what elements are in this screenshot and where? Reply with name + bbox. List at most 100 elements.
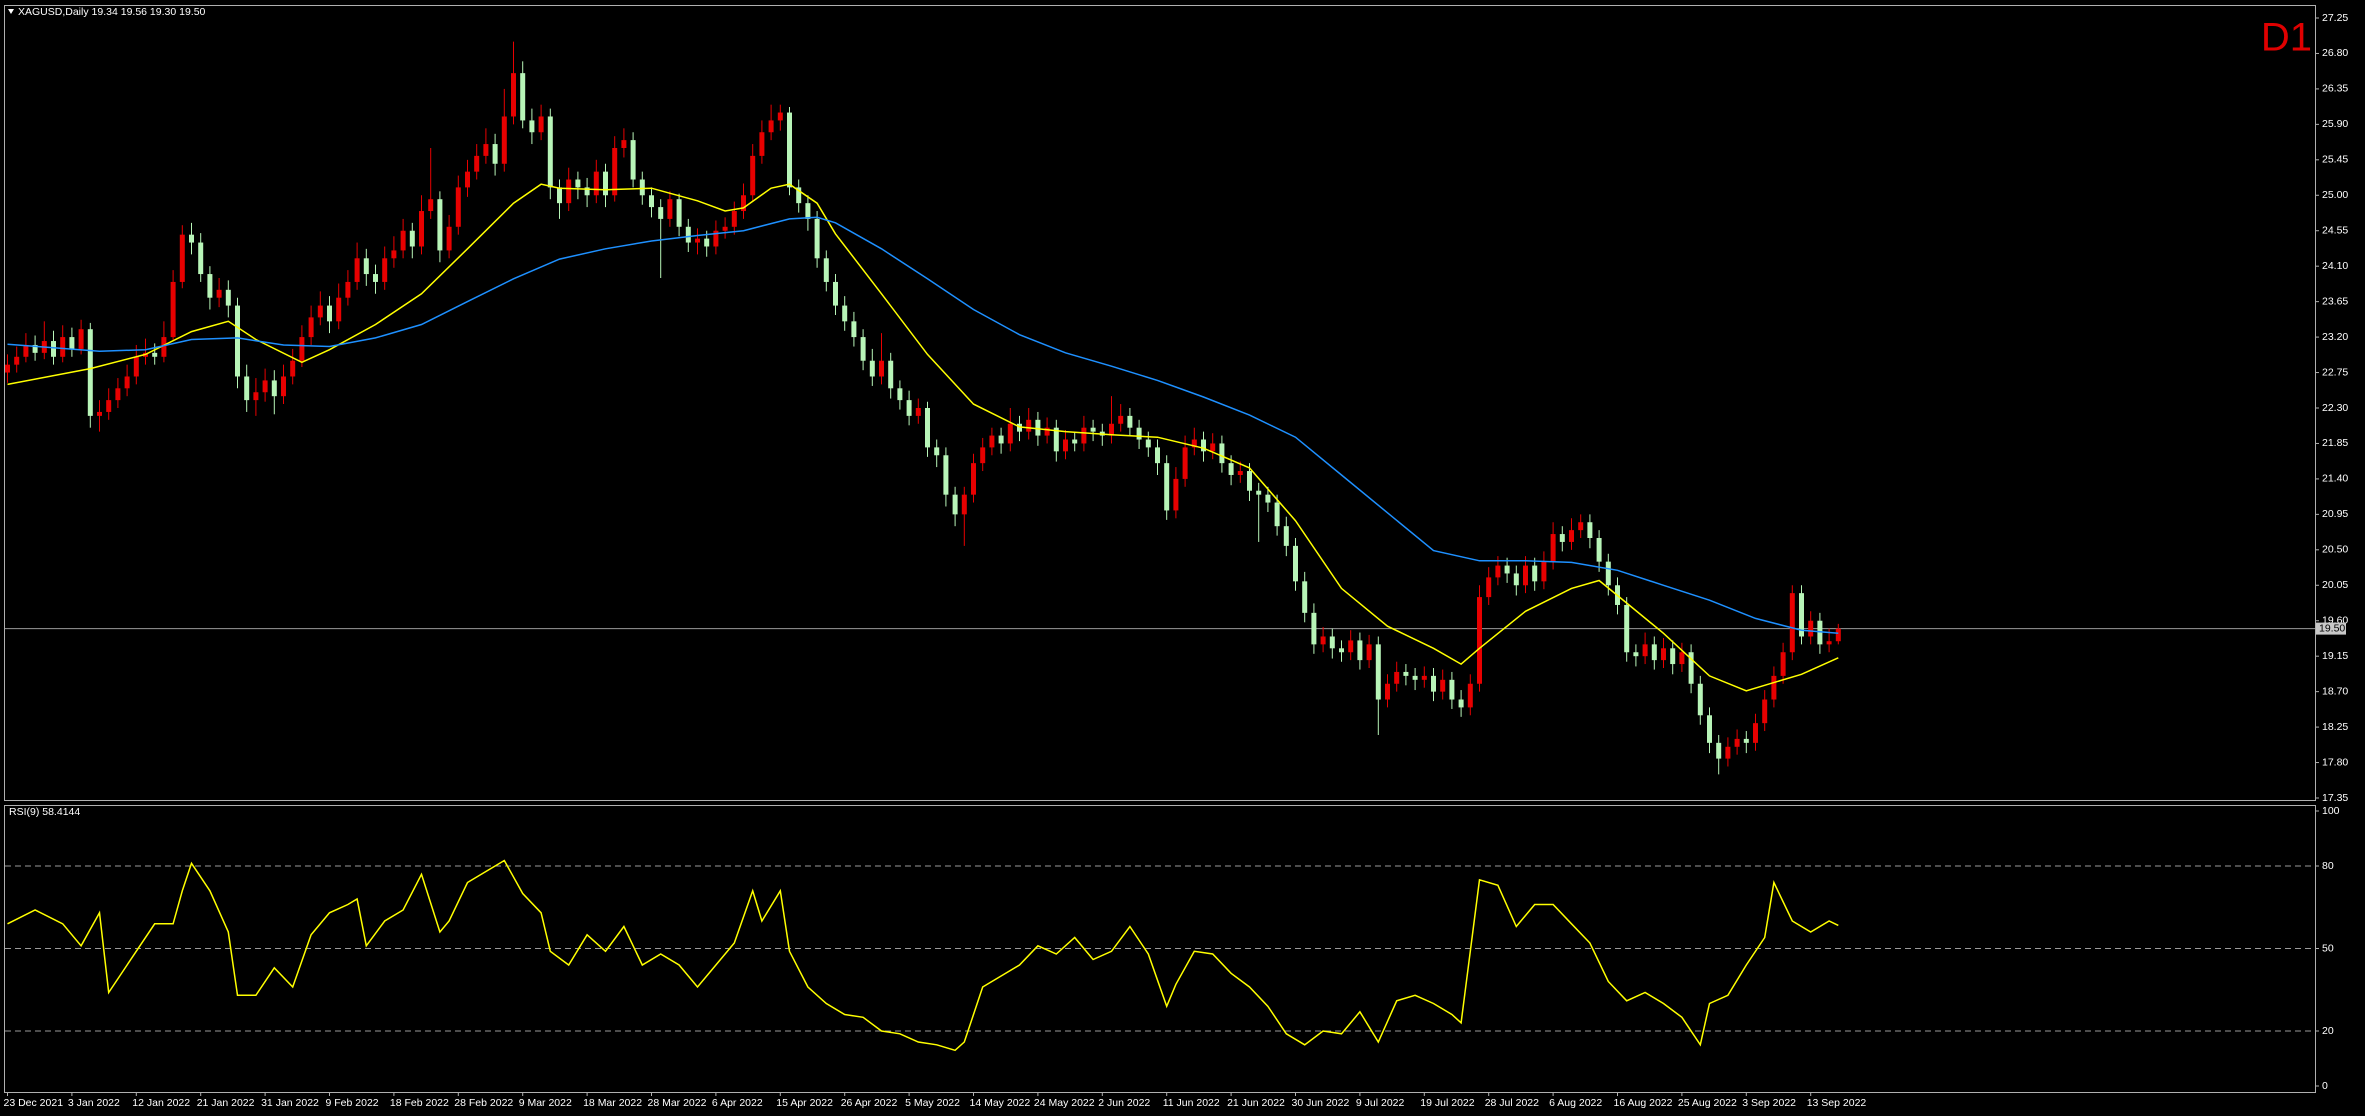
candle-body: [1339, 648, 1344, 653]
candle-body: [1688, 652, 1694, 684]
candle-body: [639, 179, 645, 196]
y-tick-label: 26.35: [2322, 83, 2348, 95]
candle-body: [345, 281, 351, 298]
candle-body: [1707, 715, 1712, 743]
candle-body: [1780, 652, 1786, 676]
candle-body: [106, 400, 112, 412]
candle-body: [1826, 641, 1832, 645]
candle-body: [419, 211, 424, 247]
candle-body: [1762, 699, 1768, 724]
candle-body: [805, 203, 811, 219]
candle-body: [152, 352, 158, 357]
candle-body: [593, 171, 599, 196]
candle-body: [971, 463, 976, 495]
candle-body: [1412, 675, 1418, 680]
candle-body: [1679, 652, 1685, 665]
y-tick-label: 0: [2322, 1080, 2328, 1092]
x-tick-label: 2 Jun 2022: [1098, 1097, 1150, 1109]
menu-arrow[interactable]: [8, 9, 14, 14]
candle-body: [336, 297, 342, 322]
candle-body: [400, 230, 406, 251]
candle-body: [1651, 644, 1657, 661]
candle-body: [777, 112, 783, 121]
candle-body: [363, 258, 369, 275]
candle-body: [842, 305, 848, 322]
y-tick-label: 23.65: [2322, 295, 2348, 307]
x-tick-label: 21 Jun 2022: [1227, 1097, 1285, 1109]
candle-body: [667, 199, 673, 219]
candle-body: [1247, 471, 1252, 491]
candle-body: [391, 250, 397, 259]
candle-body: [1228, 463, 1234, 475]
candle-body: [1559, 534, 1565, 542]
candle-body: [575, 179, 581, 188]
candle-body: [1513, 573, 1519, 586]
candle-body: [1734, 738, 1740, 747]
candle-body: [538, 116, 544, 133]
y-tick-label: 24.55: [2322, 225, 2348, 237]
y-tick-label: 21.40: [2322, 473, 2348, 485]
candle-body: [906, 400, 912, 416]
candle-body: [1753, 723, 1758, 743]
candle-body: [455, 187, 461, 227]
candle-body: [1458, 699, 1464, 708]
candle-body: [189, 234, 194, 243]
candle-body: [1587, 522, 1593, 538]
y-tick-label: 24.10: [2322, 260, 2348, 272]
candle-body: [1302, 581, 1308, 613]
y-tick-label: 25.00: [2322, 189, 2348, 201]
candle-body: [934, 447, 940, 456]
x-tick-label: 23 Dec 2021: [4, 1097, 64, 1109]
candle-body: [32, 344, 38, 353]
candle-body: [170, 281, 176, 338]
candle-body: [952, 494, 958, 515]
candle-body: [1486, 577, 1492, 598]
y-tick-label: 25.90: [2322, 118, 2348, 130]
candle-body: [124, 376, 130, 389]
candle-body: [869, 360, 875, 377]
candle-body: [1523, 565, 1528, 586]
candle-body: [1219, 443, 1225, 464]
candle-body: [557, 187, 562, 204]
candle-body: [1670, 648, 1676, 665]
x-tick-label: 19 Jul 2022: [1420, 1097, 1474, 1109]
x-tick-label: 13 Sep 2022: [1807, 1097, 1867, 1109]
x-tick-label: 26 Apr 2022: [841, 1097, 898, 1109]
candle-body: [1421, 675, 1427, 680]
candle-body: [1817, 620, 1823, 645]
x-tick-label: 25 Aug 2022: [1678, 1097, 1737, 1109]
candle-body: [713, 230, 719, 247]
candle-body: [327, 305, 332, 322]
candle-body: [925, 408, 930, 448]
y-tick-label: 23.20: [2322, 331, 2348, 343]
candle-body: [759, 132, 765, 156]
candle-body: [695, 238, 700, 243]
x-tick-label: 9 Jul 2022: [1356, 1097, 1405, 1109]
candle-body: [216, 289, 222, 298]
candle-body: [492, 144, 498, 164]
x-tick-label: 28 Feb 2022: [454, 1097, 513, 1109]
candle-body: [529, 120, 535, 133]
chart-header: XAGUSD,Daily 19.34 19.56 19.30 19.50: [18, 6, 206, 18]
candle-body: [1799, 593, 1804, 637]
candle-body: [860, 337, 866, 361]
y-tick-label: 100: [2322, 805, 2340, 817]
candle-body: [676, 199, 682, 227]
candle-body: [115, 388, 121, 401]
y-tick-label: 17.80: [2322, 756, 2348, 768]
candle-body: [1661, 648, 1666, 661]
candle-body: [1624, 604, 1630, 653]
candle-body: [1403, 671, 1409, 676]
candle-body: [1789, 593, 1795, 653]
x-tick-label: 28 Jul 2022: [1485, 1097, 1539, 1109]
x-tick-label: 15 Apr 2022: [776, 1097, 833, 1109]
candle-body: [1532, 565, 1538, 582]
x-tick-label: 9 Feb 2022: [326, 1097, 379, 1109]
candle-body: [446, 226, 452, 251]
candle-body: [823, 258, 829, 282]
candle-body: [547, 116, 553, 188]
rsi-line: [7, 859, 1839, 1052]
moving-average: [7, 216, 1839, 635]
